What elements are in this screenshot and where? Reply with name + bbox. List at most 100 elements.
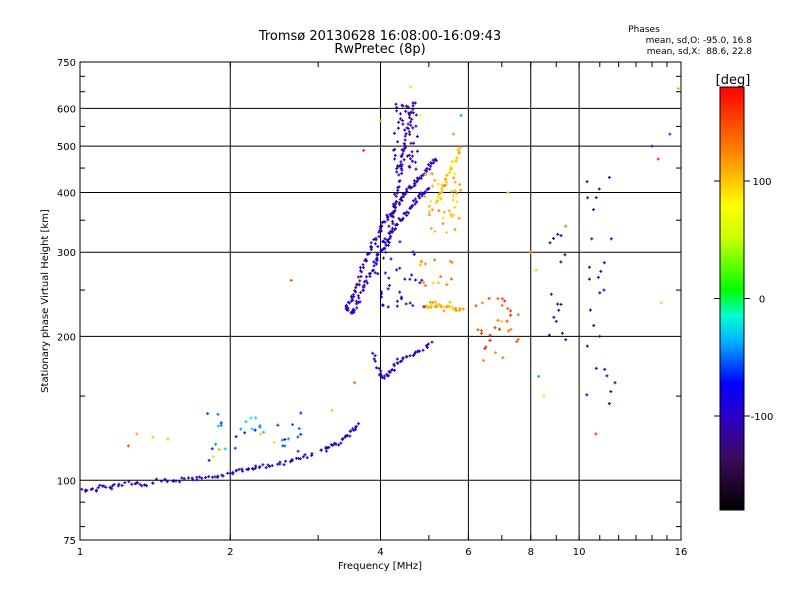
scatter-point <box>458 183 462 187</box>
y-tick-label: 200 <box>57 332 76 343</box>
trace-point <box>373 359 377 363</box>
trace-point <box>135 481 139 485</box>
scatter-point <box>244 420 248 424</box>
trace-point <box>371 351 375 355</box>
trace-point <box>163 477 167 481</box>
trace-point <box>104 485 108 489</box>
scatter-point <box>444 230 448 234</box>
trace-point <box>411 199 415 203</box>
trace-point <box>240 467 244 471</box>
scatter-point <box>409 123 413 127</box>
trace-point <box>127 480 131 484</box>
trace-point <box>394 194 398 198</box>
scatter-point <box>427 204 431 208</box>
trace-point <box>374 236 378 240</box>
trace-point <box>396 361 400 365</box>
scatter-point <box>408 301 412 305</box>
trace-point <box>452 307 456 311</box>
trace-point <box>458 308 462 312</box>
scatter-point <box>516 337 520 341</box>
trace-point <box>458 151 462 155</box>
scatter-point <box>406 127 410 131</box>
scatter-point <box>430 172 434 176</box>
trace-point <box>426 342 430 346</box>
trace-point <box>389 229 393 233</box>
trace-point <box>324 449 328 453</box>
trace-point <box>390 368 394 372</box>
trace-point <box>380 376 384 380</box>
scatter-point <box>596 275 600 279</box>
trace-point <box>390 226 394 230</box>
data-point <box>534 268 538 272</box>
trace-point <box>359 291 363 295</box>
scatter-point <box>488 333 492 337</box>
colorbar-tick-label: -100 <box>751 412 774 423</box>
trace-point <box>426 163 430 167</box>
trace-point <box>282 463 286 467</box>
scatter-point <box>408 277 412 281</box>
trace-point <box>391 210 395 214</box>
scatter-point <box>233 446 237 450</box>
trace-point <box>430 340 434 344</box>
trace-point <box>91 487 95 491</box>
data-point <box>126 444 130 448</box>
data-point <box>459 113 463 117</box>
scatter-point <box>552 315 556 319</box>
scatter-point <box>431 281 435 285</box>
scatter-point <box>450 261 454 265</box>
scatter-point <box>585 180 589 184</box>
scatter-point <box>410 159 414 163</box>
scatter-point <box>297 427 301 431</box>
trace-point <box>440 187 444 191</box>
trace-point <box>237 467 241 471</box>
scatter-point <box>299 432 303 436</box>
scatter-point <box>396 165 400 169</box>
trace-point <box>385 238 389 242</box>
scatter-point <box>291 423 295 427</box>
trace-point <box>390 219 394 223</box>
scatter-point <box>559 260 563 264</box>
trace-point <box>400 168 404 172</box>
trace-point <box>356 294 360 298</box>
scatter-point <box>411 250 415 254</box>
scatter-point <box>436 281 440 285</box>
scatter-point <box>253 428 257 432</box>
scatter-point <box>488 338 492 342</box>
trace-point <box>411 101 415 105</box>
trace-point <box>415 200 419 204</box>
trace-point <box>379 372 383 376</box>
scatter-point <box>445 282 449 286</box>
scatter-point <box>407 111 411 115</box>
trace-point <box>442 309 446 313</box>
trace-point <box>400 171 404 175</box>
scatter-point <box>592 208 596 212</box>
scatter-point <box>395 105 399 109</box>
scatter-point <box>433 258 437 262</box>
trace-point <box>372 260 376 264</box>
scatter-point <box>216 412 220 416</box>
trace-point <box>356 422 360 426</box>
trace-point <box>407 184 411 188</box>
scatter-point <box>405 154 409 158</box>
trace-point <box>178 480 182 484</box>
trace-point <box>341 437 345 441</box>
trace-point <box>454 309 458 313</box>
trace-point <box>405 210 409 214</box>
scatter-point <box>481 358 485 362</box>
scatter-point <box>453 228 457 232</box>
trace-point <box>278 460 282 464</box>
data-point <box>281 444 285 448</box>
scatter-point <box>459 188 463 192</box>
grid-lines <box>80 62 681 540</box>
trace-point <box>190 476 194 480</box>
trace-point <box>370 245 374 249</box>
trace-point <box>368 274 372 278</box>
scatter-point <box>250 427 254 431</box>
trace-point <box>415 180 419 184</box>
scatter-point <box>398 290 402 294</box>
trace-point <box>403 211 407 215</box>
scatter-point <box>442 184 446 188</box>
trace-point <box>391 214 395 218</box>
trace-point <box>451 160 455 164</box>
scatter-point <box>509 327 513 331</box>
